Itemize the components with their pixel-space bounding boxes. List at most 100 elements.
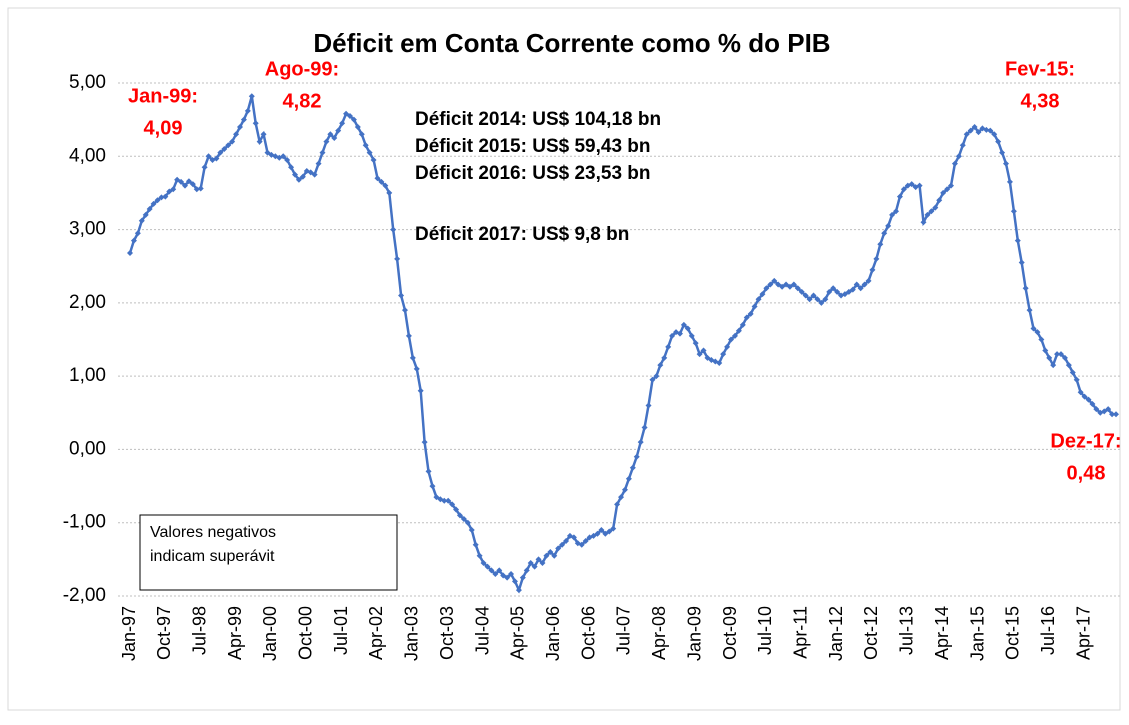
data-marker bbox=[928, 208, 935, 215]
data-marker bbox=[134, 230, 141, 237]
data-marker bbox=[916, 182, 923, 189]
data-marker bbox=[633, 453, 640, 460]
data-marker bbox=[236, 123, 243, 130]
data-marker bbox=[445, 497, 452, 504]
data-marker bbox=[394, 255, 401, 262]
data-marker bbox=[331, 134, 338, 141]
data-marker bbox=[492, 571, 499, 578]
data-marker bbox=[920, 219, 927, 226]
data-marker bbox=[834, 288, 841, 295]
data-marker bbox=[983, 126, 990, 133]
data-marker bbox=[735, 327, 742, 334]
data-marker bbox=[162, 193, 169, 200]
data-marker bbox=[940, 189, 947, 196]
data-marker bbox=[802, 292, 809, 299]
data-marker bbox=[260, 131, 267, 138]
data-marker bbox=[767, 281, 774, 288]
x-tick-label: Jan-06 bbox=[543, 606, 563, 661]
data-marker bbox=[743, 314, 750, 321]
data-marker bbox=[975, 129, 982, 136]
data-marker bbox=[295, 176, 302, 183]
x-tick-label: Jan-03 bbox=[402, 606, 422, 661]
data-marker bbox=[944, 186, 951, 193]
data-marker bbox=[704, 354, 711, 361]
data-marker bbox=[728, 336, 735, 343]
data-marker bbox=[621, 486, 628, 493]
data-marker bbox=[857, 285, 864, 292]
data-marker bbox=[955, 153, 962, 160]
x-tick-label: Oct-12 bbox=[861, 606, 881, 660]
data-marker bbox=[291, 171, 298, 178]
data-marker bbox=[1093, 406, 1100, 413]
data-marker bbox=[739, 321, 746, 328]
data-marker bbox=[523, 567, 530, 574]
data-marker bbox=[1026, 307, 1033, 314]
data-marker bbox=[378, 178, 385, 185]
data-marker bbox=[684, 325, 691, 332]
data-marker bbox=[755, 296, 762, 303]
data-marker bbox=[991, 131, 998, 138]
data-marker bbox=[551, 552, 558, 559]
data-marker bbox=[1065, 362, 1072, 369]
data-marker bbox=[413, 365, 420, 372]
data-marker bbox=[885, 222, 892, 229]
data-marker bbox=[731, 332, 738, 339]
y-tick-label: 3,00 bbox=[69, 219, 106, 240]
data-marker bbox=[527, 560, 534, 567]
data-marker bbox=[1058, 351, 1065, 358]
chart-title: Déficit em Conta Corrente como % do PIB bbox=[313, 28, 830, 58]
note-text: indicam superávit bbox=[150, 548, 275, 565]
data-marker bbox=[594, 530, 601, 537]
data-marker bbox=[229, 138, 236, 145]
data-marker bbox=[759, 291, 766, 298]
data-marker bbox=[578, 541, 585, 548]
annotation: Dez-17: bbox=[1050, 430, 1121, 452]
data-marker bbox=[790, 281, 797, 288]
x-tick-label: Oct-00 bbox=[296, 606, 316, 660]
data-marker bbox=[374, 175, 381, 182]
data-marker bbox=[307, 169, 314, 176]
data-marker bbox=[433, 494, 440, 501]
data-marker bbox=[614, 501, 621, 508]
data-marker bbox=[881, 230, 888, 237]
data-marker bbox=[288, 164, 295, 171]
data-marker bbox=[606, 528, 613, 535]
data-marker bbox=[335, 127, 342, 134]
data-marker bbox=[1077, 389, 1084, 396]
data-marker bbox=[170, 186, 177, 193]
data-marker bbox=[127, 250, 133, 257]
data-marker bbox=[185, 178, 192, 185]
x-tick-label: Jul-13 bbox=[897, 606, 917, 655]
data-marker bbox=[645, 402, 652, 409]
data-marker bbox=[193, 186, 200, 193]
data-marker bbox=[425, 468, 432, 475]
data-marker bbox=[1006, 178, 1013, 185]
data-marker bbox=[370, 156, 377, 163]
data-marker bbox=[421, 439, 428, 446]
x-tick-label: Oct-03 bbox=[437, 606, 457, 660]
x-tick-label: Apr-08 bbox=[649, 606, 669, 660]
data-marker bbox=[201, 164, 208, 171]
data-marker bbox=[138, 217, 145, 224]
data-marker bbox=[543, 552, 550, 559]
data-marker bbox=[779, 283, 786, 290]
data-marker bbox=[146, 206, 153, 213]
x-tick-label: Jan-15 bbox=[967, 606, 987, 661]
x-tick-label: Apr-99 bbox=[225, 606, 245, 660]
data-marker bbox=[570, 534, 577, 541]
data-marker bbox=[256, 138, 263, 145]
x-tick-label: Oct-97 bbox=[154, 606, 174, 660]
data-marker bbox=[841, 291, 848, 298]
data-marker bbox=[669, 332, 676, 339]
data-marker bbox=[181, 182, 188, 189]
info-text: Déficit 2015: US$ 59,43 bn bbox=[415, 136, 651, 157]
data-marker bbox=[771, 277, 778, 284]
data-marker bbox=[967, 127, 974, 134]
note-text: Valores negativos bbox=[150, 524, 276, 541]
data-marker bbox=[951, 160, 958, 167]
data-marker bbox=[1101, 408, 1108, 415]
data-marker bbox=[826, 288, 833, 295]
data-marker bbox=[315, 160, 322, 167]
data-marker bbox=[873, 255, 880, 262]
data-marker bbox=[472, 541, 479, 548]
